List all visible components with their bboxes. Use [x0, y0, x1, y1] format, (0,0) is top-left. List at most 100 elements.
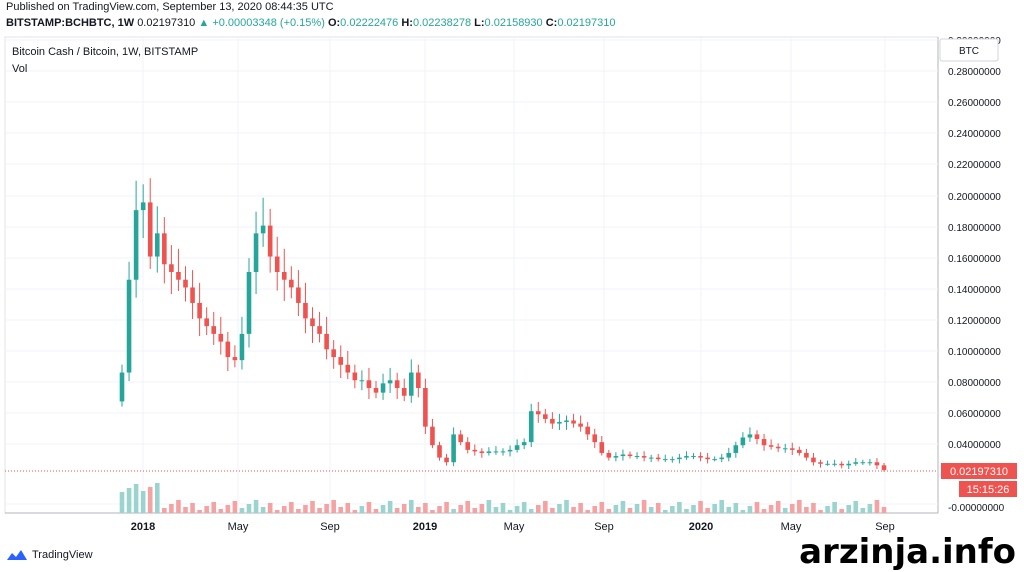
candle-body	[352, 372, 358, 381]
currency-badge	[939, 38, 999, 62]
volume-bar	[408, 500, 414, 513]
volume-bar	[387, 501, 393, 513]
volume-bar	[479, 504, 485, 513]
candle-body	[747, 434, 753, 438]
volume-bar	[804, 507, 809, 513]
y-tick-label: 0.06000000	[948, 409, 1001, 420]
volume-bar	[183, 507, 188, 513]
candle-body	[761, 439, 767, 446]
last-price: 0.02197310	[137, 17, 196, 29]
candle-body	[260, 225, 266, 234]
x-tick-label: Sep	[875, 521, 895, 533]
low-value: 0.02158930	[484, 17, 543, 29]
y-tick-label: 0.20000000	[948, 192, 1001, 203]
volume-bar	[444, 502, 449, 513]
volume-bar	[747, 506, 753, 513]
open-value: 0.02222476	[340, 17, 399, 29]
volume-bar	[578, 503, 583, 513]
candle-body	[317, 326, 322, 334]
candle-body	[839, 463, 844, 466]
volume-bar	[338, 507, 344, 513]
candle-body	[338, 357, 344, 365]
candle-body	[740, 437, 746, 446]
volume-bar	[394, 508, 400, 513]
volume-bar	[253, 500, 259, 513]
x-tick-label: 2018	[131, 521, 155, 533]
candle-body	[479, 451, 485, 453]
candle-body	[387, 380, 393, 384]
volume-bar	[684, 509, 689, 513]
candle-body	[289, 279, 294, 288]
volume-bar	[712, 504, 717, 513]
volume-bar	[465, 501, 471, 513]
volume-bar	[797, 500, 802, 513]
candle-body	[486, 451, 492, 453]
candle-body	[620, 454, 626, 457]
x-tick-label: 2019	[413, 521, 437, 533]
volume-bar	[818, 510, 823, 513]
candle-body	[176, 272, 181, 280]
volume-bar	[281, 506, 287, 513]
candle-body	[860, 462, 866, 464]
candle-body	[239, 333, 245, 361]
candle-body	[140, 202, 146, 211]
volume-bar	[648, 507, 654, 513]
volume-bar	[754, 502, 760, 513]
volume-bar	[239, 508, 245, 513]
x-tick-label: May	[504, 521, 525, 533]
volume-bar	[373, 509, 379, 513]
candle-body	[528, 411, 534, 443]
up-arrow-icon: ▲	[198, 17, 210, 29]
open-label: O:	[327, 17, 341, 29]
volume-bar	[133, 484, 139, 513]
candle-body	[811, 457, 816, 463]
candle-body	[169, 264, 174, 272]
volume-bar	[528, 509, 534, 513]
volume-bar	[303, 505, 308, 513]
footer-brand[interactable]: TradingView	[6, 548, 93, 562]
volume-bar	[698, 501, 703, 513]
volume-bar	[726, 507, 732, 513]
volume-bar	[832, 502, 837, 513]
grid-layer	[5, 37, 938, 513]
candle-body	[571, 420, 576, 424]
candle-body	[797, 449, 802, 453]
volume-bar	[317, 508, 322, 513]
tradingview-logo-icon	[7, 550, 27, 560]
candle-body	[303, 302, 308, 319]
candle-body	[578, 423, 583, 427]
volume-bar	[606, 509, 612, 513]
volume-bar	[218, 509, 224, 513]
volume-bar	[204, 506, 209, 513]
volume-bar	[162, 508, 167, 513]
candle-body	[557, 422, 562, 424]
candle-body	[507, 449, 513, 452]
volume-bar	[486, 500, 492, 513]
candle-body	[423, 388, 428, 427]
volume-bar	[775, 501, 781, 513]
volume-bar	[740, 510, 746, 513]
ohlc-bar: BITSTAMP:BCHBTC, 1W 0.02197310 ▲ +0.0000…	[6, 17, 615, 29]
volume-bar	[197, 510, 202, 513]
y-tick-label: 0.28000000	[948, 67, 1001, 78]
volume-bar	[705, 508, 710, 513]
volume-bar	[126, 488, 132, 513]
volume-bar	[423, 503, 428, 513]
volume-bar	[416, 507, 421, 513]
candle-body	[818, 462, 823, 464]
volume-bar	[493, 507, 499, 513]
x-tick-label: May	[781, 521, 802, 533]
candle-body	[641, 456, 647, 458]
volume-bar	[260, 507, 266, 513]
volume-bar	[176, 500, 181, 513]
watermark: arzinja.info	[799, 532, 1016, 572]
volume-bars	[119, 483, 887, 513]
chart-title: Bitcoin Cash / Bitcoin, 1W, BITSTAMP	[12, 46, 199, 58]
volume-bar	[677, 502, 682, 513]
volume-bar	[662, 510, 668, 513]
volume-bar	[592, 506, 598, 513]
volume-bar	[296, 509, 301, 513]
candle-body	[648, 457, 654, 459]
candle-body	[246, 272, 252, 334]
